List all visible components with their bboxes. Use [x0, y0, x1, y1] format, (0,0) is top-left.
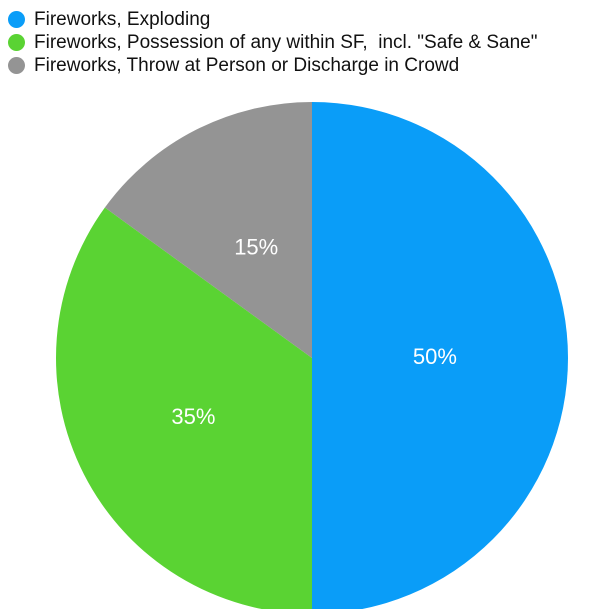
pie-slices [56, 102, 568, 609]
pie-slice-possession [56, 207, 312, 609]
pie-slice-label-possession: 35% [171, 404, 215, 429]
legend-label-throw: Fireworks, Throw at Person or Discharge … [34, 55, 460, 76]
legend-swatch-possession [8, 34, 25, 51]
legend-item-possession: Fireworks, Possession of any within SF, … [8, 31, 537, 54]
legend: Fireworks, Exploding Fireworks, Possessi… [8, 8, 537, 77]
pie-slice-exploding [312, 102, 568, 609]
pie-slice-throw [104, 102, 312, 358]
pie-slice-label-exploding: 50% [413, 344, 457, 369]
legend-label-exploding: Fireworks, Exploding [34, 9, 211, 30]
legend-item-throw: Fireworks, Throw at Person or Discharge … [8, 54, 537, 77]
legend-swatch-throw [8, 57, 25, 74]
legend-label-possession: Fireworks, Possession of any within SF, … [34, 32, 538, 53]
legend-item-exploding: Fireworks, Exploding [8, 8, 537, 31]
pie-slice-labels: 50% 35% 15% [171, 234, 457, 429]
legend-swatch-exploding [8, 11, 25, 28]
pie-slice-label-throw: 15% [234, 234, 278, 259]
